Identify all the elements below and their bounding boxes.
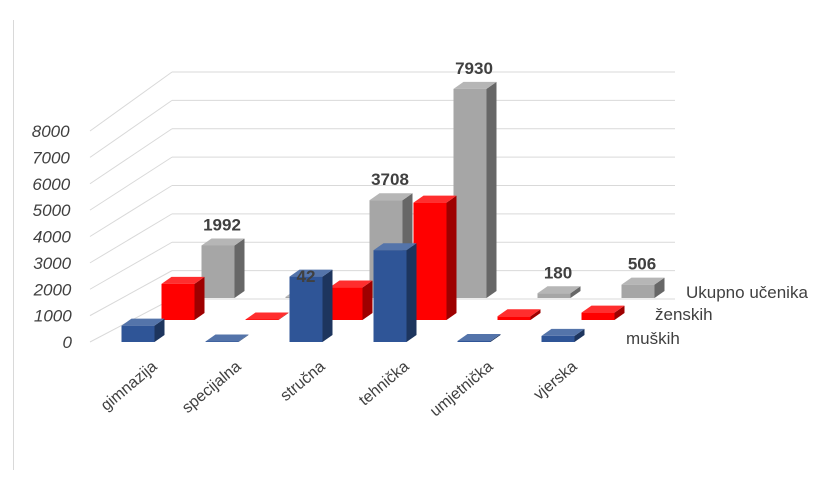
category-label: tehnička xyxy=(356,358,413,409)
category-label: vjerska xyxy=(531,358,581,404)
category-label: gimnazija xyxy=(98,358,161,415)
bar-muških-stručna xyxy=(289,269,333,342)
data-label: 3708 xyxy=(371,170,409,189)
data-label: 506 xyxy=(628,255,656,274)
bar-ukupno-učenika-umjetnička xyxy=(537,286,581,298)
y-tick-label: 1000 xyxy=(34,307,72,326)
series-label: ženskih xyxy=(655,305,713,324)
y-tick-label: 3000 xyxy=(33,254,71,273)
gridline-side xyxy=(89,185,173,237)
gridline-side xyxy=(89,71,173,132)
data-label: 1992 xyxy=(203,215,241,234)
bar-ukupno-učenika-gimnazija xyxy=(201,238,245,298)
series-label: Ukupno učenika xyxy=(686,283,808,302)
bar-muških-specijalna xyxy=(205,334,249,342)
gridline-side xyxy=(89,270,173,317)
data-label: 7930 xyxy=(455,59,493,78)
y-tick-label: 4000 xyxy=(33,228,71,247)
bar-ukupno-učenika-tehnička xyxy=(453,81,497,298)
chart-border xyxy=(13,20,14,470)
bar-ženskih-tehnička xyxy=(413,195,457,320)
bar-ženskih-vjerska xyxy=(581,305,625,320)
gridline-side xyxy=(89,128,173,185)
bar-ženskih-umjetnička xyxy=(497,309,541,320)
gridline-side xyxy=(89,99,173,158)
series-label: muških xyxy=(626,329,680,348)
y-tick-label: 8000 xyxy=(32,122,70,141)
gridline-side xyxy=(89,156,173,211)
bar-muških-umjetnička xyxy=(457,333,501,342)
bar-ženskih-specijalna xyxy=(245,312,289,320)
bar-muških-gimnazija xyxy=(121,318,165,342)
bar-ženskih-gimnazija xyxy=(161,276,205,320)
data-label: 42 xyxy=(297,267,316,286)
gridline-side xyxy=(89,213,173,264)
data-label: 180 xyxy=(544,263,572,282)
bar-muških-vjerska xyxy=(541,328,585,342)
bar-ženskih-stručna xyxy=(329,280,373,320)
bar-ukupno-učenika-vjerska xyxy=(621,277,665,298)
category-label: umjetnička xyxy=(427,358,497,420)
y-tick-label: 2000 xyxy=(33,280,72,299)
y-tick-label: 6000 xyxy=(32,175,70,194)
y-tick-label: 5000 xyxy=(33,201,71,220)
gridline-side xyxy=(89,241,173,290)
category-label: stručna xyxy=(277,358,328,405)
bar-muških-tehnička xyxy=(373,243,417,342)
category-label: specijalna xyxy=(179,358,245,417)
y-tick-label: 7000 xyxy=(32,148,70,167)
y-tick-label: 0 xyxy=(63,333,73,352)
